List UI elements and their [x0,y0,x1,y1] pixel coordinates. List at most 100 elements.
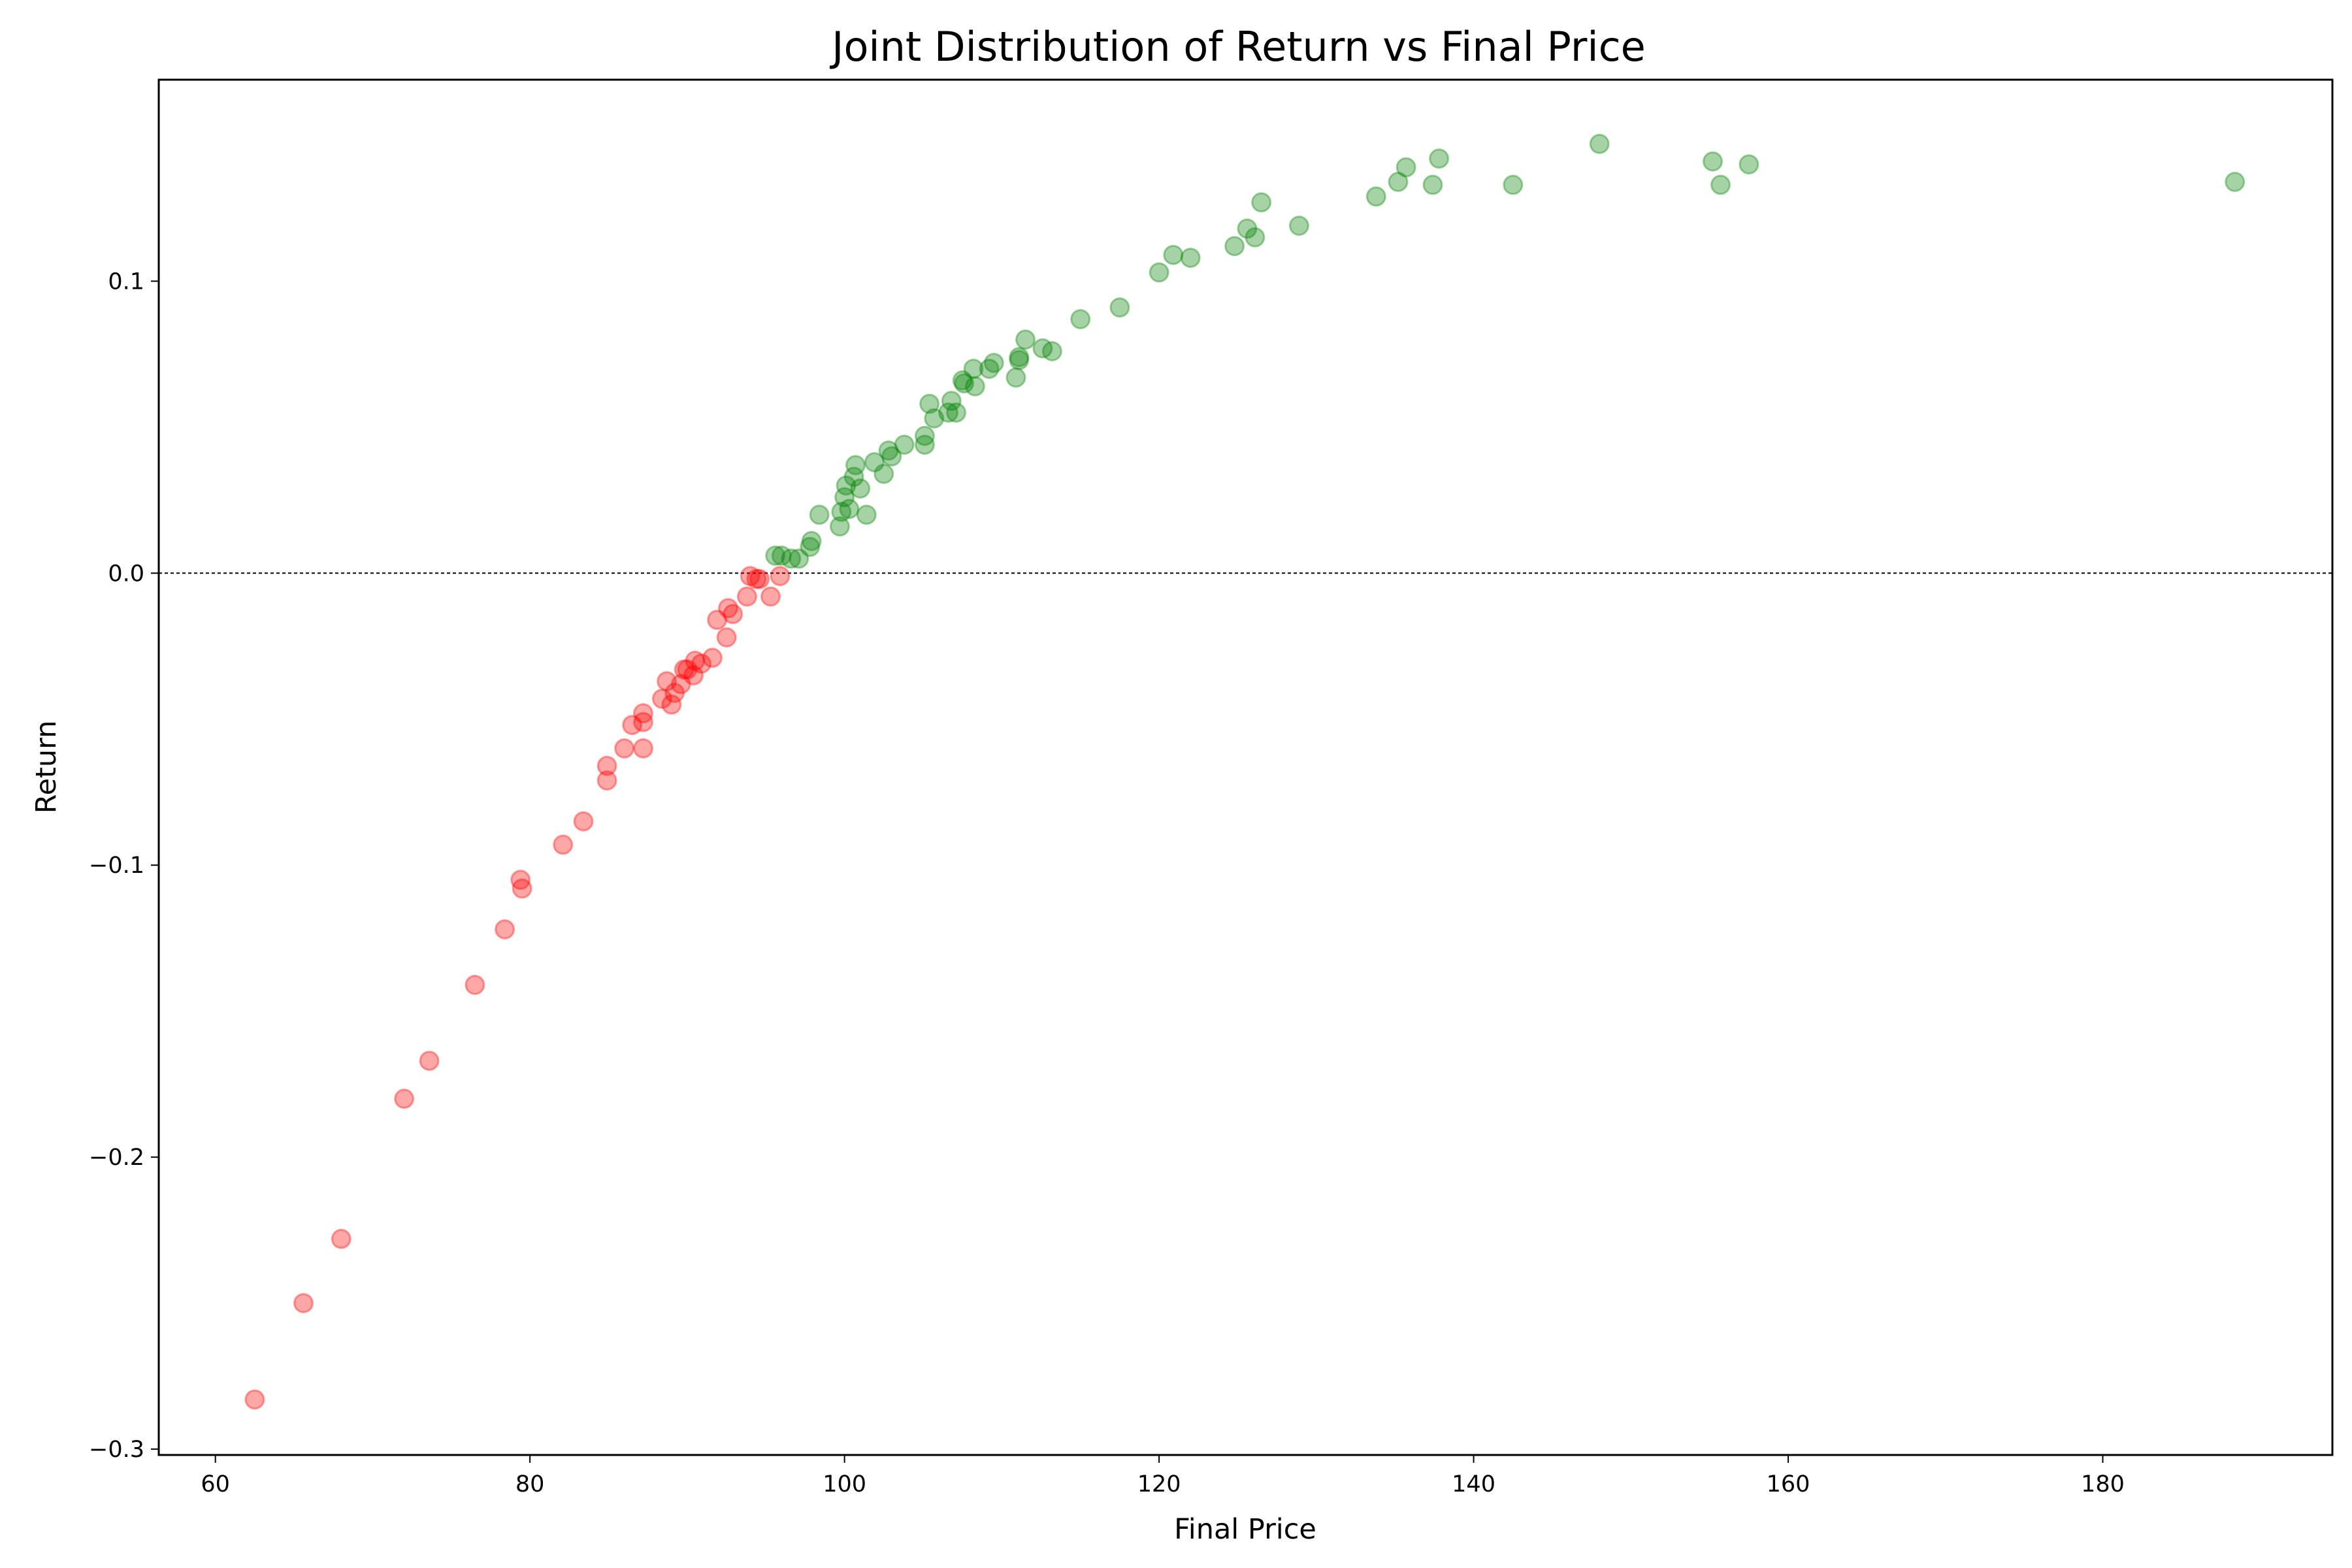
data-point [1739,154,1759,175]
data-point [1041,341,1062,362]
positive-return-points [765,133,2246,569]
data-point [683,665,704,686]
data-point [836,475,857,496]
data-point [746,568,767,589]
data-point [1015,329,1036,350]
data-point [1149,262,1169,283]
data-point [938,402,958,423]
y-tick-label: −0.3 [89,1437,144,1463]
data-point [1009,347,1030,368]
data-point [657,671,678,692]
data-point [952,370,973,391]
data-point [419,1051,440,1071]
data-point [789,548,809,569]
x-tick-label: 60 [201,1471,230,1497]
data-point [723,604,743,625]
data-point [843,466,864,487]
data-point [1429,148,1450,169]
data-point [718,598,738,619]
data-point [809,504,830,525]
data-point [1288,216,1309,236]
data-point [781,548,802,569]
data-point [331,1228,351,1249]
data-point [1237,218,1258,239]
data-point [894,434,915,455]
data-point [749,568,770,589]
data-point [614,738,635,759]
data-point [512,878,532,899]
data-point [573,811,594,832]
data-point [800,536,821,557]
negative-return-points [244,566,791,1410]
data-point [1032,338,1053,359]
data-point [1070,309,1091,329]
data-point [914,434,935,455]
data-point [801,531,822,551]
data-point [553,834,574,855]
y-tick-label: −0.2 [89,1145,144,1171]
data-point [878,440,899,461]
data-point [633,711,653,732]
data-point [691,653,711,674]
x-tick-label: 120 [1137,1471,1181,1497]
data-point [964,376,985,397]
data-point [850,478,871,499]
data-point [1224,236,1245,257]
plot-frame [157,78,2334,1456]
data-point [983,353,1004,373]
data-point [1589,133,1610,154]
data-point [831,501,852,522]
data-point [946,402,966,423]
data-point [685,650,706,671]
data-point [1005,367,1026,388]
data-point [1703,151,1723,172]
data-point [1009,350,1030,370]
data-point [633,738,653,759]
data-point [845,455,866,476]
chart-title: Joint Distribution of Return vs Final Pr… [829,23,1646,71]
data-point [661,694,682,715]
x-axis-label: Final Price [1174,1513,1316,1546]
x-axis: 60 80 100 120 140 160 180 [201,1455,2125,1497]
data-point [702,647,723,668]
y-axis: −0.3 −0.2 −0.1 0.0 0.1 [89,269,159,1463]
y-tick-label: 0.1 [108,269,144,295]
data-point [736,586,757,607]
data-point [924,408,945,429]
data-point [864,452,885,472]
x-tick-label: 80 [515,1471,545,1497]
data-point [856,504,877,525]
data-point [651,689,672,709]
data-point [293,1293,314,1314]
data-point [941,391,962,412]
data-point [1710,174,1731,195]
data-point [465,975,485,995]
data-point [979,359,1000,379]
data-point [874,463,894,484]
data-point [770,566,791,587]
data-point [834,487,855,508]
x-tick-label: 140 [1452,1471,1495,1497]
data-point [674,659,694,680]
data-point [510,870,531,890]
data-point [707,610,728,630]
data-point [1503,174,1524,195]
data-point [495,919,515,939]
x-tick-label: 100 [823,1471,866,1497]
data-point [394,1088,415,1109]
data-point [1109,297,1130,318]
data-point [1245,227,1266,248]
x-tick-label: 180 [2081,1471,2125,1497]
data-point [760,586,781,607]
data-point [1396,157,1416,178]
data-point [839,498,860,519]
data-point [919,393,940,414]
data-point [829,516,850,537]
data-point [765,546,786,566]
data-point [914,425,935,446]
data-point [963,359,984,379]
data-point [1180,248,1201,269]
data-point [664,683,685,703]
data-point [716,627,737,648]
